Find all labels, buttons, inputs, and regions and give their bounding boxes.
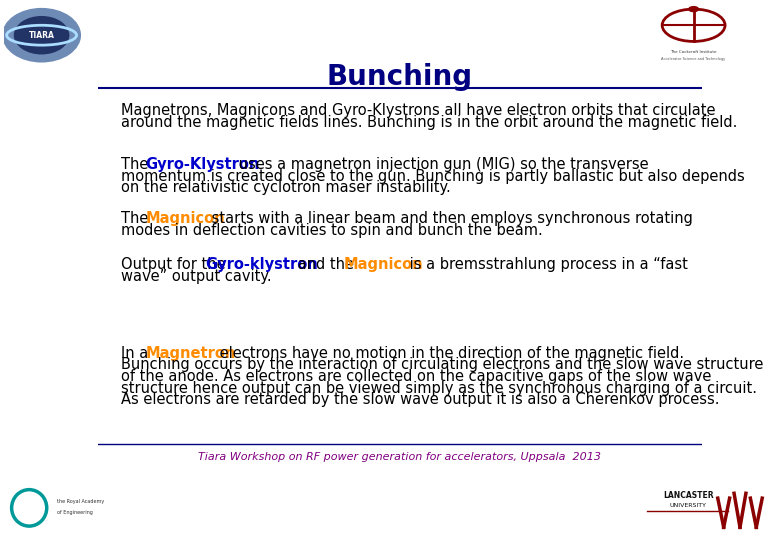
Text: modes in deflection cavities to spin and bunch the beam.: modes in deflection cavities to spin and… bbox=[121, 222, 543, 238]
Text: of Engineering: of Engineering bbox=[57, 510, 93, 515]
Text: uses a magnetron injection gun (MIG) so the transverse: uses a magnetron injection gun (MIG) so … bbox=[234, 157, 649, 172]
Text: on the relativistic cyclotron maser instability.: on the relativistic cyclotron maser inst… bbox=[121, 180, 451, 195]
Ellipse shape bbox=[2, 8, 81, 63]
Text: As electrons are retarded by the slow wave output it is also a Cherenkov process: As electrons are retarded by the slow wa… bbox=[121, 392, 719, 407]
Text: of the anode. As electrons are collected on the capacitive gaps of the slow wave: of the anode. As electrons are collected… bbox=[121, 369, 711, 384]
Text: wave” output cavity.: wave” output cavity. bbox=[121, 269, 271, 284]
Text: Magnetrons, Magnicons and Gyro-Klystrons all have electron orbits that circulate: Magnetrons, Magnicons and Gyro-Klystrons… bbox=[121, 103, 715, 118]
Text: TIARA: TIARA bbox=[29, 31, 55, 40]
Text: The: The bbox=[121, 157, 153, 172]
Text: Output for the: Output for the bbox=[121, 257, 230, 272]
Text: Bunching occurs by the interaction of circulating electrons and the slow wave st: Bunching occurs by the interaction of ci… bbox=[121, 357, 763, 373]
Text: The Cockcroft Institute: The Cockcroft Institute bbox=[670, 50, 717, 54]
Text: Gyro-Klystron: Gyro-Klystron bbox=[146, 157, 260, 172]
Text: electrons have no motion in the direction of the magnetic field.: electrons have no motion in the directio… bbox=[215, 346, 685, 361]
Text: Magnetron: Magnetron bbox=[145, 346, 236, 361]
Circle shape bbox=[689, 6, 698, 11]
Text: Magnicon: Magnicon bbox=[146, 211, 225, 226]
Text: In a: In a bbox=[121, 346, 153, 361]
Ellipse shape bbox=[14, 16, 69, 55]
Text: momentum is created close to the gun. Bunching is partly ballastic but also depe: momentum is created close to the gun. Bu… bbox=[121, 168, 744, 184]
Text: structure hence output can be viewed simply as the synchronous charging of a cir: structure hence output can be viewed sim… bbox=[121, 381, 757, 395]
Text: the Royal Academy: the Royal Academy bbox=[57, 499, 105, 504]
Text: Bunching: Bunching bbox=[327, 63, 473, 91]
Text: Gyro-klystron: Gyro-klystron bbox=[205, 257, 318, 272]
Text: starts with a linear beam and then employs synchronous rotating: starts with a linear beam and then emplo… bbox=[207, 211, 693, 226]
Text: around the magnetic fields lines. Bunching is in the orbit around the magnetic f: around the magnetic fields lines. Bunchi… bbox=[121, 115, 737, 130]
Text: is a bremsstrahlung process in a “fast: is a bremsstrahlung process in a “fast bbox=[406, 257, 688, 272]
Text: Tiara Workshop on RF power generation for accelerators, Uppsala  2013: Tiara Workshop on RF power generation fo… bbox=[198, 453, 601, 462]
Text: LANCASTER: LANCASTER bbox=[663, 491, 714, 500]
Text: The: The bbox=[121, 211, 153, 226]
Text: and the: and the bbox=[292, 257, 359, 272]
Text: Magnicon: Magnicon bbox=[344, 257, 424, 272]
Text: UNIVERSITY: UNIVERSITY bbox=[669, 503, 707, 508]
Text: Accelerator Science and Technology: Accelerator Science and Technology bbox=[661, 57, 725, 62]
